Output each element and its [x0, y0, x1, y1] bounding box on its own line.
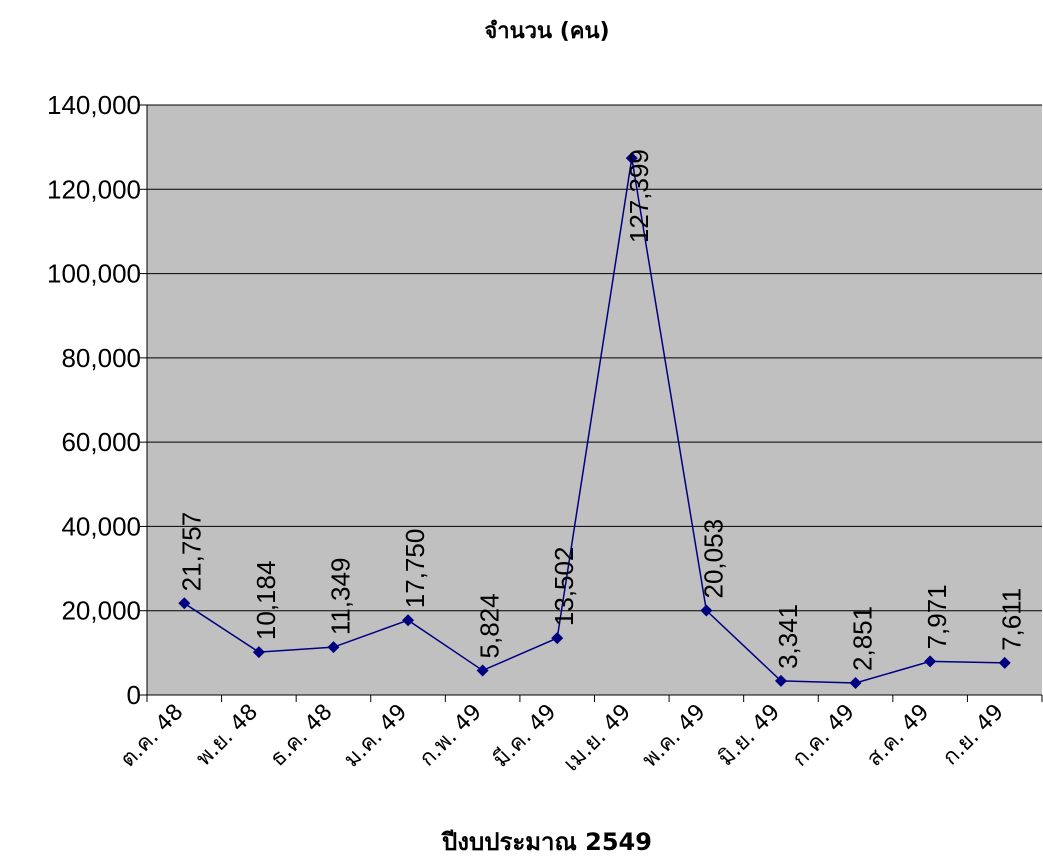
x-tick-label: ก.ย. 49	[938, 700, 1009, 771]
marker	[551, 632, 564, 645]
y-tick-label: 0	[127, 680, 141, 710]
marker	[327, 641, 340, 654]
y-tick-label: 140,000	[47, 90, 141, 120]
x-tick-label: ก.ค. 49	[788, 700, 860, 772]
y-tick-label: 80,000	[61, 343, 141, 373]
y-tick-label: 40,000	[61, 511, 141, 541]
x-tick-label: ธ.ค. 48	[265, 700, 337, 772]
marker	[252, 646, 265, 659]
data-label: 11,349	[325, 558, 355, 636]
data-label: 17,750	[400, 529, 430, 609]
marker	[849, 676, 862, 689]
marker	[178, 597, 191, 610]
data-label: 7,971	[922, 584, 952, 649]
marker	[774, 674, 787, 687]
data-label: 10,184	[251, 561, 281, 641]
marker	[476, 664, 489, 677]
x-tick-label: มิ.ย. 49	[714, 700, 786, 772]
marker	[924, 655, 937, 668]
x-tick-label: พ.ย. 48	[191, 700, 263, 772]
marker	[700, 604, 713, 617]
x-tick-label: พ.ค. 49	[638, 700, 711, 773]
data-label: 2,851	[848, 606, 878, 671]
y-tick-label: 60,000	[61, 427, 141, 457]
data-label: 7,611	[997, 588, 1027, 651]
x-tick-label: ส.ค. 49	[862, 700, 934, 772]
data-label: 20,053	[698, 519, 728, 599]
y-tick-label: 20,000	[61, 596, 141, 626]
y-tick-label: 120,000	[47, 174, 141, 204]
y-tick-label: 100,000	[47, 259, 141, 289]
data-label: 3,341	[773, 604, 803, 669]
x-tick-label: เม.ย. 49	[559, 700, 636, 777]
x-tick-label: มี.ค. 49	[488, 700, 561, 773]
x-tick-label: ต.ค. 48	[116, 700, 189, 773]
x-axis-title: ปีงบประมาณ 2549	[441, 828, 652, 856]
data-label: 21,757	[176, 512, 206, 592]
data-label: 13,502	[549, 547, 579, 627]
chart-title: จำนวน (คน)	[484, 19, 609, 44]
marker	[402, 614, 415, 627]
marker	[998, 656, 1011, 669]
x-tick-label: ก.พ. 49	[415, 700, 487, 772]
x-tick-label: ม.ค. 49	[339, 700, 412, 773]
marker	[625, 152, 638, 165]
line	[183, 157, 1005, 684]
data-label: 5,824	[475, 593, 505, 658]
data-label: 127,399	[624, 149, 654, 243]
